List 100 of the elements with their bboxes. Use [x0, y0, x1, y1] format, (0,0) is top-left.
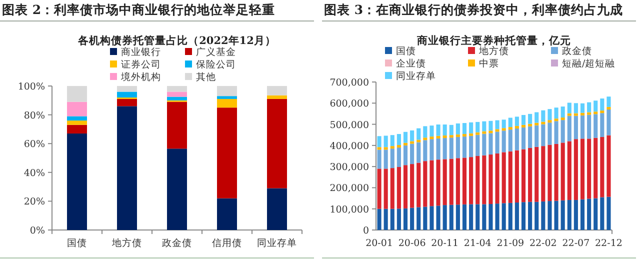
bar	[462, 134, 467, 137]
bar	[580, 112, 585, 116]
bar	[469, 136, 474, 158]
bar	[217, 96, 237, 99]
bar	[377, 147, 382, 150]
y-tick-label: 100,000	[330, 204, 369, 216]
bar	[587, 138, 592, 199]
x-tick-label: 21-04	[464, 238, 492, 249]
y-tick-label: 200,000	[330, 183, 369, 194]
bar	[449, 158, 454, 205]
bar	[430, 136, 434, 140]
bar	[442, 138, 447, 160]
bar	[600, 136, 604, 198]
bar	[456, 134, 460, 137]
bar	[574, 139, 578, 200]
bar	[534, 112, 539, 123]
bar	[410, 130, 414, 142]
bar	[167, 148, 187, 230]
y-tick-label: 0	[362, 226, 369, 236]
bar	[67, 116, 87, 121]
bar	[567, 102, 572, 114]
legend-label: 保险公司	[196, 58, 236, 70]
bar	[574, 116, 578, 140]
y-tick-label: 40%	[24, 168, 45, 179]
bar	[462, 136, 467, 158]
bar	[495, 120, 500, 130]
bar	[482, 131, 486, 134]
bar	[117, 106, 137, 230]
bar	[67, 134, 87, 230]
bar	[430, 139, 434, 160]
bar	[67, 120, 87, 125]
bar	[442, 205, 447, 230]
bar	[403, 145, 408, 166]
bar	[587, 102, 592, 112]
bar	[469, 122, 474, 134]
legend-label: 政金债	[562, 45, 592, 57]
bar	[580, 103, 585, 113]
bar	[436, 160, 440, 206]
bar	[442, 124, 447, 136]
bar	[384, 208, 388, 230]
bar	[587, 112, 592, 115]
bar	[416, 162, 421, 208]
bar	[541, 122, 546, 124]
bar	[67, 86, 87, 102]
bar	[560, 200, 565, 230]
bar	[594, 198, 598, 230]
legend-label: 地方债	[478, 45, 509, 57]
bar	[502, 130, 506, 152]
bar	[442, 159, 447, 206]
bar	[423, 161, 428, 207]
bar	[67, 102, 87, 116]
y-tick-label: 400,000	[330, 140, 369, 152]
bar	[462, 158, 467, 204]
bar	[528, 202, 532, 230]
bar	[449, 124, 454, 136]
bar	[403, 142, 408, 146]
y-tick-label: 100%	[18, 82, 45, 92]
bar	[217, 86, 237, 96]
bar	[548, 109, 552, 120]
chart-title: 图表 3：在商业银行的债券投资中，利率债约占九成	[324, 2, 624, 17]
y-tick-label: 80%	[24, 110, 45, 122]
bar	[580, 138, 585, 200]
y-tick-label: 60%	[24, 139, 45, 150]
x-tick-label: 22-02	[529, 238, 557, 249]
bar	[521, 149, 526, 202]
bar	[476, 204, 480, 230]
bar	[600, 197, 604, 230]
bar	[476, 122, 480, 132]
bar	[574, 200, 578, 230]
bar	[502, 128, 506, 131]
bar	[267, 98, 287, 188]
bar	[430, 126, 434, 137]
bar	[495, 132, 500, 154]
bar	[548, 201, 552, 230]
legend-label: 证券公司	[121, 58, 161, 70]
bar	[508, 130, 512, 152]
bar	[403, 165, 408, 208]
bar	[117, 92, 137, 98]
bar	[521, 127, 526, 150]
bar	[600, 113, 604, 137]
bar	[449, 138, 454, 159]
bar	[567, 141, 572, 200]
bar	[548, 122, 552, 145]
bar	[410, 208, 414, 230]
bar	[416, 128, 421, 140]
bar	[514, 126, 519, 129]
bar	[502, 120, 506, 128]
bar	[587, 114, 592, 139]
bar	[548, 120, 552, 123]
bar	[384, 168, 388, 209]
bar	[217, 98, 237, 108]
x-tick-label: 20-11	[431, 238, 459, 249]
bar	[476, 132, 480, 135]
chart-subtitle: 各机构债券托管量占比（2022年12月）	[77, 34, 276, 47]
x-tick-label: 国债	[67, 238, 87, 249]
chart-subtitle: 商业银行主要券种托管量，亿元	[416, 34, 571, 47]
bar	[508, 151, 512, 203]
bar	[396, 208, 401, 230]
bar	[600, 110, 604, 114]
bar	[217, 198, 237, 230]
